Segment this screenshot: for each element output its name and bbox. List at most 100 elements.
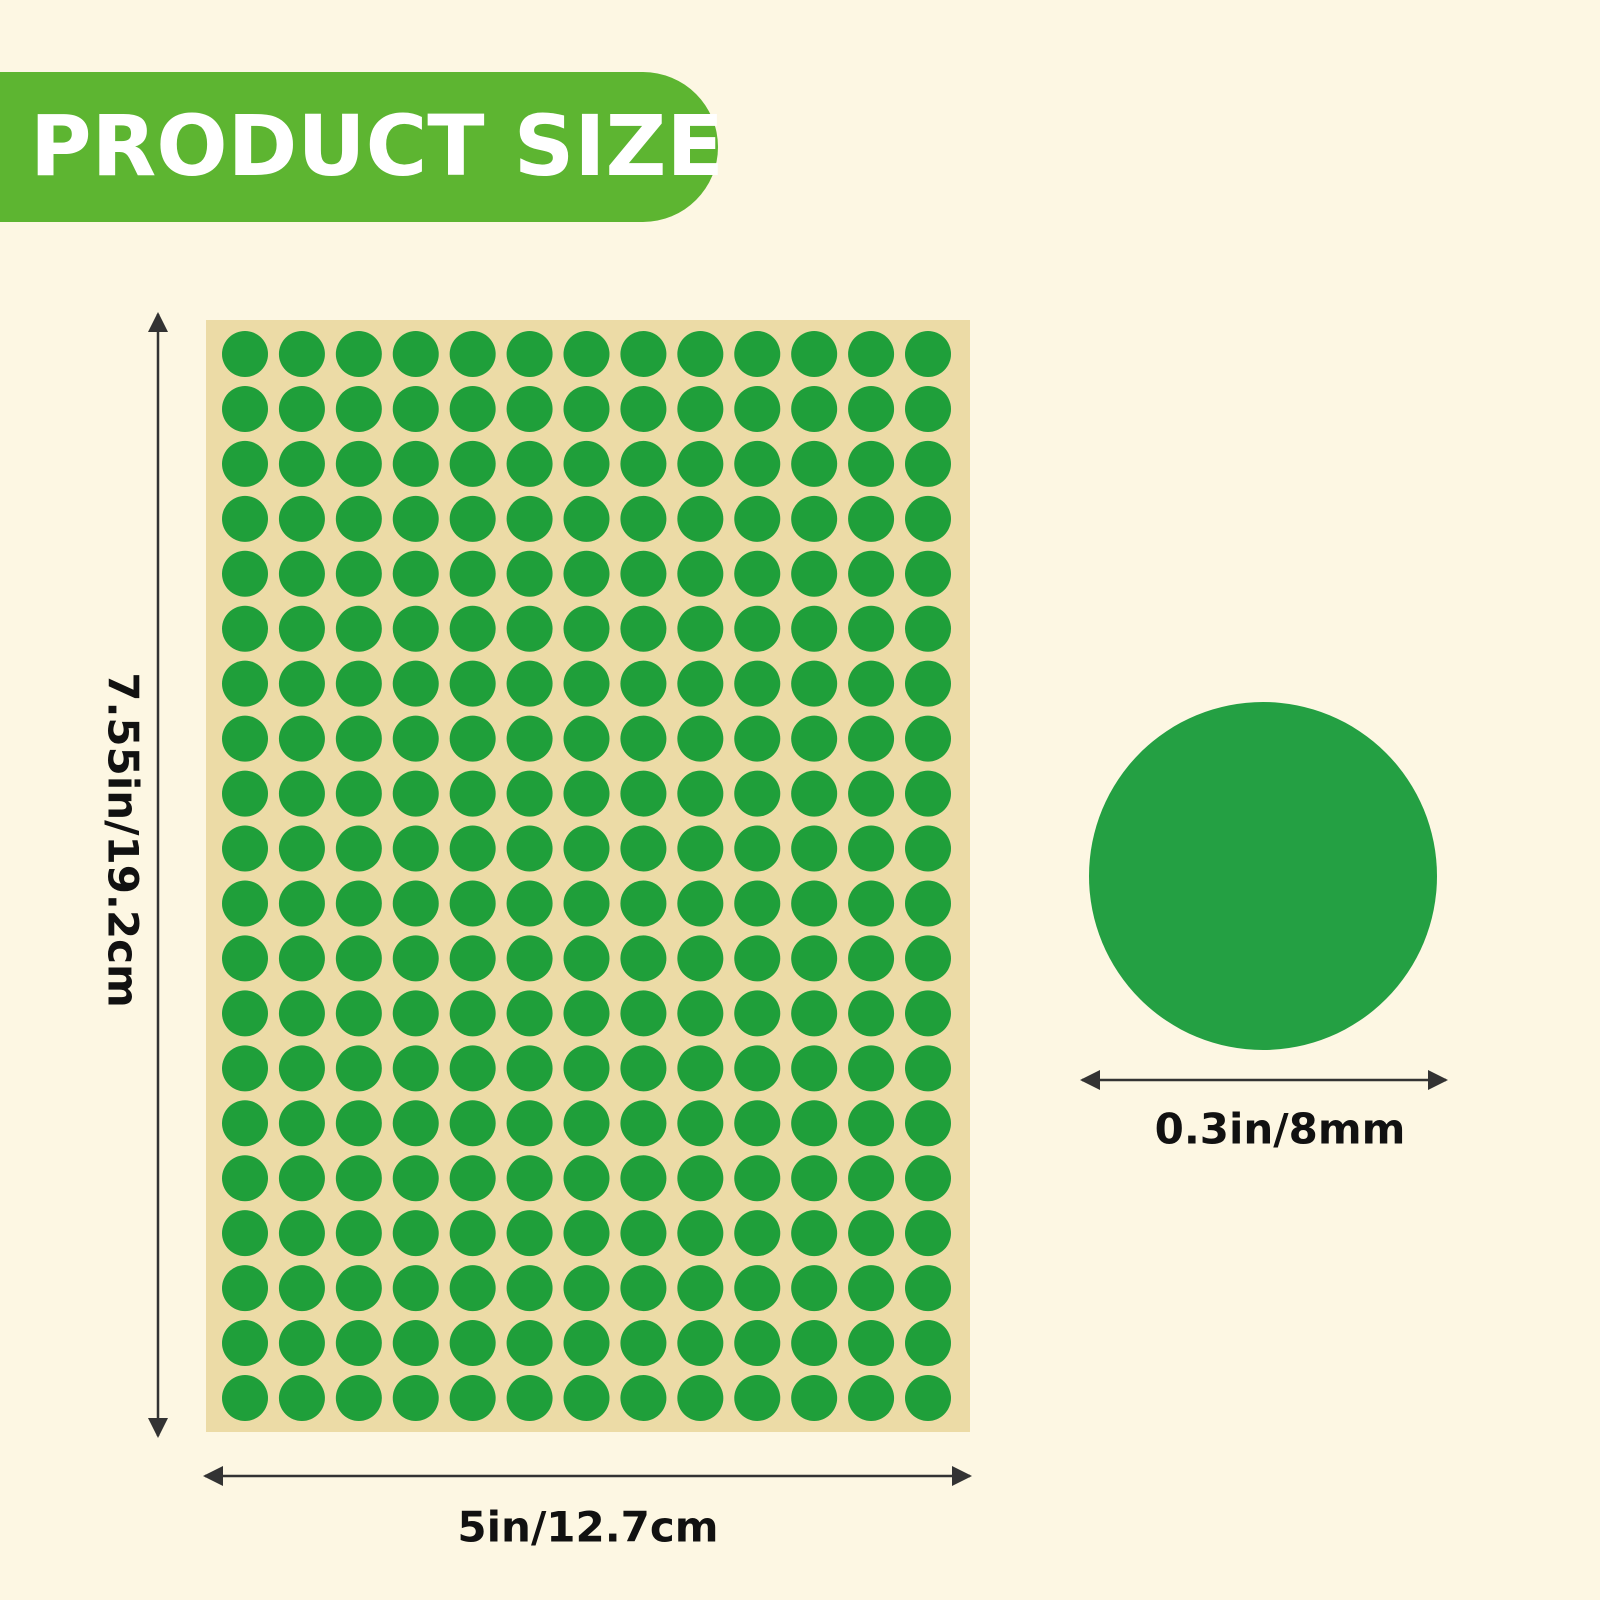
sticker-dot [335,440,382,487]
sticker-dot [222,385,268,432]
sticker-dot [449,1155,496,1202]
sticker-dot [905,825,951,872]
sticker-dot [222,440,268,487]
sticker-dot [449,770,496,817]
sticker-dot [734,825,781,872]
sticker-dot [449,1045,496,1092]
sticker-dot [335,1045,382,1092]
sticker-dot [848,1210,895,1257]
sticker-dot [392,1320,439,1367]
sticker-dot [449,660,496,707]
sticker-dot [222,715,268,762]
sticker-dot [506,660,553,707]
sticker-dot [563,1100,610,1147]
sticker-dot [222,495,268,542]
sticker-dot [335,605,382,652]
sticker-dot [449,495,496,542]
sticker-dot [620,550,667,597]
sticker-dot [449,550,496,597]
sticker-dot [449,715,496,762]
sticker-dot [791,331,838,377]
sticker-dot [734,550,781,597]
sticker-dot [734,605,781,652]
sticker-dot [848,770,895,817]
sticker-dot [335,880,382,927]
sticker-dot [563,660,610,707]
banner-title: PRODUCT SIZE [30,97,724,195]
dot-closeup [1089,702,1437,1050]
sticker-dot [791,715,838,762]
sticker-dot [392,880,439,927]
sticker-dot [335,935,382,982]
sticker-dot [392,1155,439,1202]
sticker-dot [677,550,724,597]
sticker-dot [563,715,610,762]
sticker-dot [506,385,553,432]
sticker-dot [335,495,382,542]
sticker-dot [734,770,781,817]
sticker-dot [791,1265,838,1312]
sticker-dot [278,495,325,542]
sticker-dot [620,385,667,432]
sticker-dot [392,495,439,542]
sticker-dot [791,495,838,542]
sticker-dot [734,990,781,1037]
sticker-dot [278,715,325,762]
sticker-dot [506,935,553,982]
sticker-dot [791,1155,838,1202]
sticker-dot [222,1100,268,1147]
sticker-dot [677,935,724,982]
sticker-dot [791,770,838,817]
sticker-dot [620,990,667,1037]
sticker-dot [278,825,325,872]
sticker-dot [392,990,439,1037]
sticker-dot [620,770,667,817]
sticker-dot [222,990,268,1037]
sticker-dot [278,770,325,817]
sticker-dot [677,605,724,652]
sticker-dot [278,1155,325,1202]
sticker-dot [791,880,838,927]
sticker-dot [392,385,439,432]
sticker-dot [392,715,439,762]
sticker-dot [620,715,667,762]
sticker-dot [734,495,781,542]
sticker-dot [278,1375,325,1421]
sticker-dot [335,1375,382,1421]
sticker-dot [677,1100,724,1147]
sticker-dot [563,1375,610,1421]
sticker-dot [848,1265,895,1312]
sticker-dot [791,1375,838,1421]
sticker-dot [734,935,781,982]
sticker-dot [677,385,724,432]
sticker-dot [620,1265,667,1312]
sticker-dot [335,715,382,762]
sticker-dots [222,331,951,1421]
sticker-dot [734,385,781,432]
sticker-dot [335,660,382,707]
sticker-dot [449,440,496,487]
sticker-dot [449,1100,496,1147]
sticker-dot [905,1155,951,1202]
sticker-dot [506,1320,553,1367]
sticker-dot [848,385,895,432]
sticker-dot [677,990,724,1037]
sticker-dot [620,1100,667,1147]
sticker-dot [222,935,268,982]
sticker-dot [620,495,667,542]
sticker-dot [335,1265,382,1312]
width-label: 5in/12.7cm [457,1503,718,1552]
sticker-dot [506,331,553,377]
sticker-dot [734,880,781,927]
sticker-dot [848,935,895,982]
sticker-dot [392,1045,439,1092]
sticker-dot [848,1155,895,1202]
sticker-dot [791,550,838,597]
sticker-dot [791,1045,838,1092]
sticker-dot [905,1265,951,1312]
sticker-dot [905,385,951,432]
sticker-dot [392,550,439,597]
sticker-dot [222,1045,268,1092]
sticker-dot [506,825,553,872]
sticker-dot [449,880,496,927]
